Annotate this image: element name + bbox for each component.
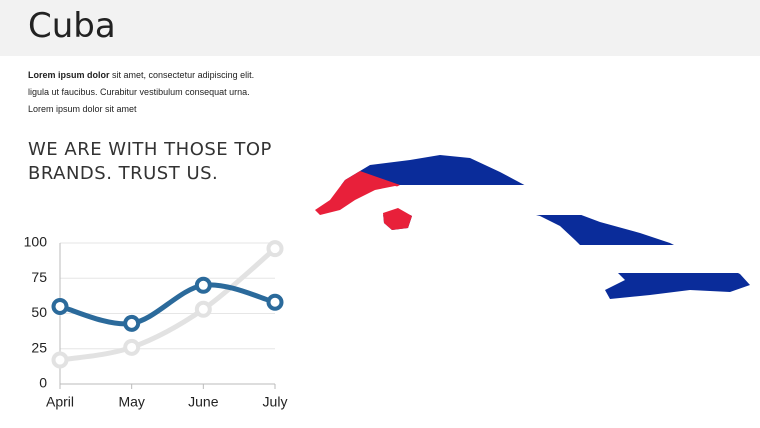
point-marker [51,351,69,369]
intro-text: Lorem ipsum dolor sit amet, consectetur … [28,67,254,118]
point-marker [123,314,141,332]
y-tick-label: 50 [31,304,47,320]
x-tick-label: May [118,394,144,410]
cuba-map [315,155,750,299]
point-marker [123,338,141,356]
point-marker [194,300,212,318]
series-line [59,282,276,327]
x-tick-label: July [263,394,288,410]
intro-line: sit amet, consectetur adipiscing elit. [112,70,255,80]
y-tick-label: 25 [31,339,47,355]
point-marker [266,240,284,258]
headline-line: BRANDS. TRUST US. [28,163,219,184]
x-tick-label: June [188,394,219,410]
point-marker [194,276,212,294]
point-marker [266,293,284,311]
intro-line: ligula ut faucibus. Curabitur vestibulum… [28,87,250,97]
y-tick-label: 0 [39,375,47,391]
series-line [59,246,277,363]
title-bar [0,0,760,56]
y-tick-label: 75 [31,269,47,285]
headline: WE ARE WITH THOSE TOP BRANDS. TRUST US. [28,138,272,186]
intro-bold: Lorem ipsum dolor [28,70,110,80]
x-tick-label: April [46,394,74,410]
slide-title: Cuba [28,6,116,46]
headline-line: WE ARE WITH THOSE TOP [28,139,272,160]
y-tick-label: 100 [24,234,48,250]
intro-line: Lorem ipsum dolor sit amet [28,104,137,114]
point-marker [51,297,69,315]
